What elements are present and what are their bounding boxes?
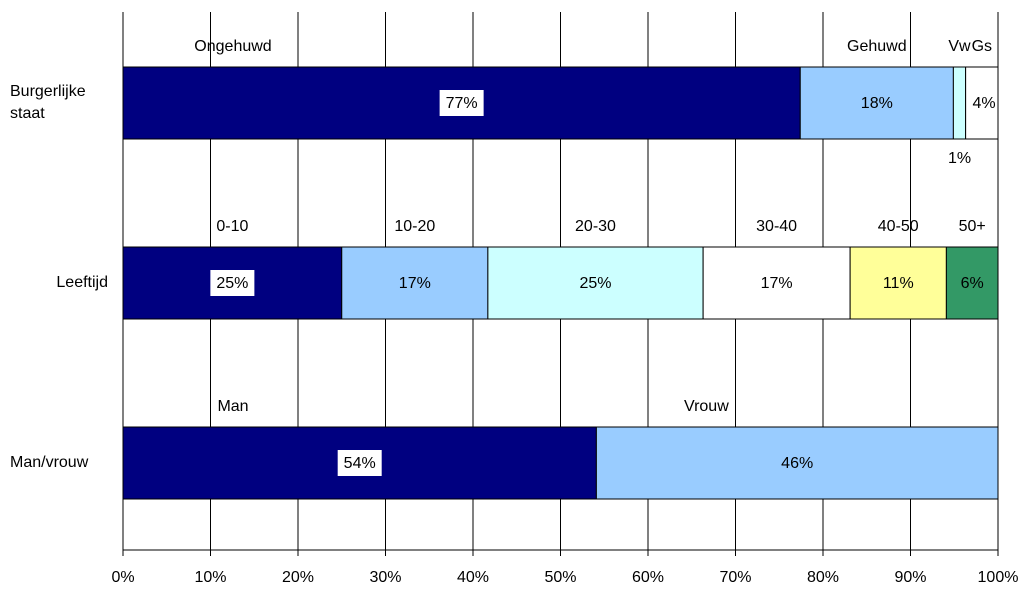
segment-name: Gs [972,38,992,55]
category-label-text: Burgerlijke staat [10,83,86,122]
x-tick-label: 10% [194,569,226,586]
value-label: 1% [948,150,971,167]
segment-name: 0-10 [216,218,248,235]
segment-name: 30-40 [756,218,797,235]
x-tick-label: 50% [544,569,576,586]
x-tick-label: 20% [282,569,314,586]
bar-segment [945,246,999,320]
bar-segment [952,66,967,140]
bar-segment [487,246,704,320]
x-tick-label: 80% [807,569,839,586]
bar-segment [965,66,999,140]
x-tick-label: 0% [111,569,134,586]
value-label-bg [210,270,255,296]
category-label-text: Leeftijd [56,274,108,291]
segment-name: Ongehuwd [194,38,271,55]
bar-segment [849,246,947,320]
segment-name: 40-50 [878,218,919,235]
category-label: Man/vrouw [10,454,89,471]
value-label: 54% [344,455,376,472]
value-label: 25% [579,275,611,292]
value-label: 46% [781,455,813,472]
segment-name: 20-30 [575,218,616,235]
value-label: 17% [761,275,793,292]
value-label-bg [337,450,382,476]
segment-name: 50+ [959,218,986,235]
value-label-bg [439,90,484,116]
bar-segment [702,246,851,320]
segment-name: Man [217,398,248,415]
category-label: Burgerlijke staat [10,83,86,122]
category-label: Leeftijd [56,274,108,291]
x-tick-label: 100% [978,569,1019,586]
segment-name: Vw [948,38,971,55]
x-tick-label: 40% [457,569,489,586]
bar-segment [595,426,999,500]
value-label: 18% [861,95,893,112]
x-tick-label: 90% [894,569,926,586]
x-tick-label: 30% [369,569,401,586]
segment-name: Gehuwd [847,38,907,55]
value-label: 17% [399,275,431,292]
value-label: 25% [216,275,248,292]
segment-name: Vrouw [684,398,729,415]
value-label: 4% [972,95,995,112]
x-tick-label: 60% [632,569,664,586]
segment-name: 10-20 [394,218,435,235]
x-tick-label: 70% [719,569,751,586]
value-label: 77% [446,95,478,112]
category-label-text: Man/vrouw [10,454,89,471]
value-label: 11% [883,275,914,292]
value-label: 6% [961,275,984,292]
